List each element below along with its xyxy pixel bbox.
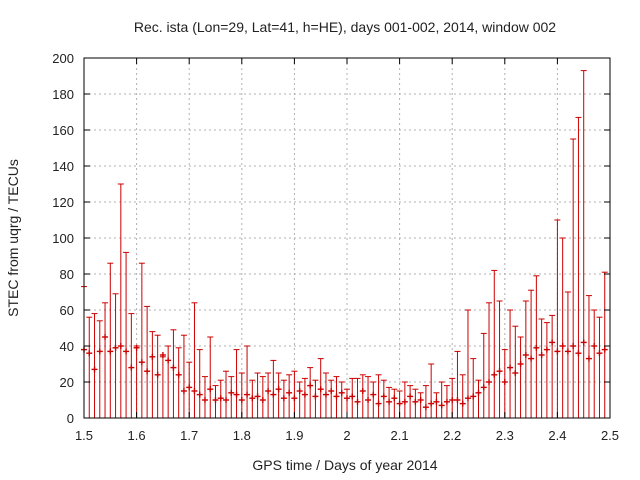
x-tick-label: 2.5	[601, 428, 619, 443]
x-tick-label: 1.6	[128, 428, 146, 443]
chart-title: Rec. ista (Lon=29, Lat=41, h=HE), days 0…	[134, 19, 556, 35]
y-tick-label: 20	[60, 375, 74, 390]
y-tick-label: 200	[52, 51, 74, 66]
error-bars	[81, 70, 608, 418]
y-tick-label: 0	[67, 411, 74, 426]
x-tick-label: 2.4	[548, 428, 566, 443]
y-tick-label: 160	[52, 123, 74, 138]
x-tick-label: 1.9	[285, 428, 303, 443]
x-tick-labels: 1.5 1.6 1.7 1.8 1.9 2 2.1 2.2 2.3 2.4 2.5	[75, 428, 619, 443]
y-tick-label: 100	[52, 231, 74, 246]
x-axis-label: GPS time / Days of year 2014	[252, 457, 437, 473]
y-axis-label: STEC from uqrg / TECUs	[5, 159, 21, 317]
axis-ticks	[83, 57, 611, 419]
x-tick-label: 1.8	[233, 428, 251, 443]
y-tick-label: 40	[60, 339, 74, 354]
y-tick-labels: 0 20 40 60 80 100 120 140 160 180 200	[52, 51, 74, 426]
x-tick-label: 1.7	[180, 428, 198, 443]
y-tick-label: 60	[60, 303, 74, 318]
data-points	[81, 334, 608, 411]
x-tick-label: 2	[343, 428, 350, 443]
y-tick-label: 120	[52, 195, 74, 210]
x-tick-label: 2.2	[443, 428, 461, 443]
y-tick-label: 80	[60, 267, 74, 282]
y-tick-label: 140	[52, 159, 74, 174]
x-tick-label: 2.3	[496, 428, 514, 443]
y-tick-label: 180	[52, 87, 74, 102]
x-tick-label: 2.1	[391, 428, 409, 443]
x-tick-label: 1.5	[75, 428, 93, 443]
